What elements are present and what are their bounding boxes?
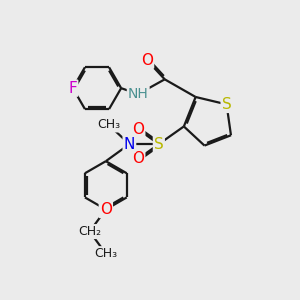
- Text: O: O: [141, 53, 153, 68]
- Text: CH₃: CH₃: [94, 247, 117, 260]
- Text: CH₂: CH₂: [78, 225, 101, 238]
- Text: F: F: [68, 81, 77, 96]
- Text: O: O: [132, 122, 144, 137]
- Text: S: S: [154, 136, 164, 152]
- Text: O: O: [100, 202, 112, 217]
- Text: NH: NH: [128, 87, 148, 101]
- Text: S: S: [222, 97, 231, 112]
- Text: CH₃: CH₃: [97, 118, 120, 131]
- Text: N: N: [124, 136, 135, 152]
- Text: O: O: [132, 151, 144, 166]
